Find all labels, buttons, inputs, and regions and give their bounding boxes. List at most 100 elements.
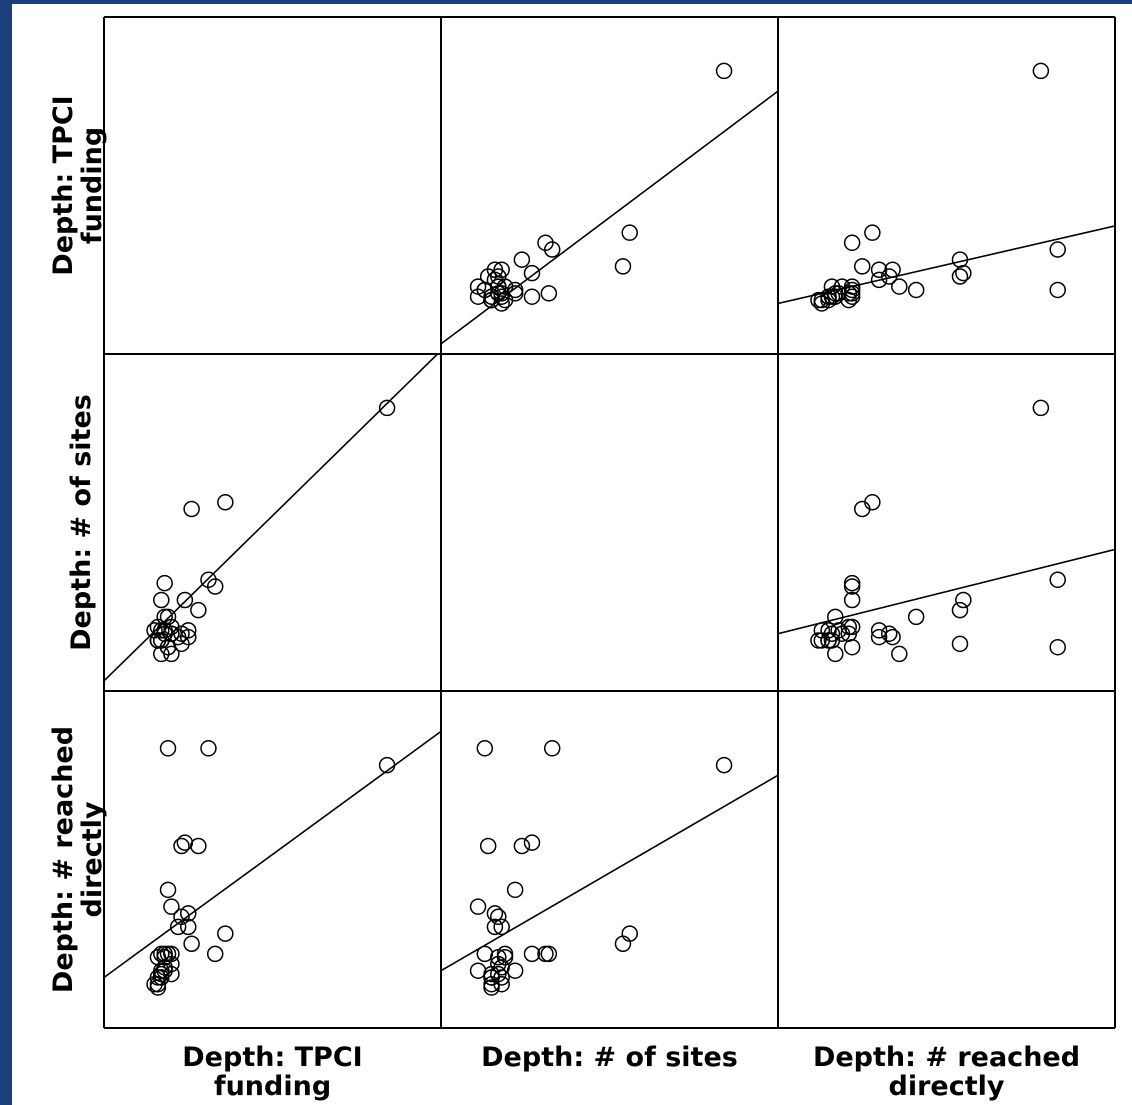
chart-frame: Depth: TPCI funding Depth: # of sites Depth… <box>12 4 1132 1105</box>
data-point <box>146 622 163 639</box>
data-point <box>891 278 908 295</box>
data-point <box>183 500 200 518</box>
data-point <box>149 632 167 649</box>
data-point <box>1049 638 1066 656</box>
data-point <box>827 645 844 663</box>
panel-reached-vs-tpci <box>104 730 441 996</box>
data-point <box>955 264 972 282</box>
data-point <box>955 591 972 609</box>
data-point <box>820 291 837 309</box>
data-point <box>843 618 861 636</box>
label-line: Depth: TPCI <box>182 1042 362 1073</box>
data-point <box>483 291 500 309</box>
data-point <box>843 638 861 656</box>
data-point <box>543 740 561 757</box>
data-point <box>493 261 510 278</box>
data-point <box>951 635 969 653</box>
data-point <box>217 494 234 511</box>
data-point <box>1032 62 1050 80</box>
data-point <box>715 62 733 80</box>
panel-content <box>778 62 1115 312</box>
panel-tpci-vs-reached <box>778 62 1115 312</box>
data-point <box>163 618 180 636</box>
data-point <box>149 618 167 636</box>
panel-sites-vs-reached <box>778 399 1115 663</box>
data-point <box>169 918 187 936</box>
data-point <box>476 945 494 963</box>
data-point <box>490 278 507 295</box>
data-point <box>951 268 969 285</box>
label-line: Depth: TPCI <box>48 95 79 275</box>
data-point <box>614 935 632 952</box>
panel-sites-vs-tpci <box>104 354 439 682</box>
data-point <box>496 945 514 963</box>
panel-content <box>778 399 1115 663</box>
label-line: Depth: # of sites <box>66 394 97 651</box>
data-point <box>496 278 514 295</box>
column-label-tpci: Depth: TPCI funding <box>182 1042 362 1102</box>
data-point <box>870 261 888 278</box>
data-point <box>621 925 638 942</box>
row-label-tpci: Depth: TPCIfunding <box>48 95 108 275</box>
panel-tpci-vs-sites <box>441 62 778 345</box>
data-point <box>173 837 190 855</box>
data-point <box>506 881 524 899</box>
data-point <box>810 291 827 309</box>
data-point <box>163 898 180 915</box>
data-point <box>493 295 510 312</box>
data-point <box>159 881 177 899</box>
data-point <box>378 399 396 417</box>
panel-content <box>441 740 778 996</box>
data-point <box>843 234 861 252</box>
data-point <box>820 632 837 649</box>
data-point <box>884 628 901 646</box>
data-point <box>1032 399 1050 417</box>
data-point <box>907 281 925 299</box>
data-point <box>183 935 200 952</box>
label-line: directly <box>889 1071 1005 1102</box>
data-point <box>479 837 497 855</box>
data-point <box>1049 571 1066 589</box>
data-point <box>813 622 831 639</box>
data-point <box>864 494 881 511</box>
data-point <box>153 945 170 963</box>
label-line: funding <box>214 1071 331 1102</box>
data-point <box>180 918 197 936</box>
data-point <box>490 908 507 926</box>
data-point <box>843 278 861 295</box>
data-point <box>476 740 494 757</box>
data-point <box>513 837 531 855</box>
data-point <box>206 578 224 595</box>
data-point <box>496 291 514 309</box>
data-point <box>200 740 217 757</box>
fit-line <box>778 548 1115 635</box>
data-point <box>159 740 177 757</box>
data-point <box>810 632 827 649</box>
data-point <box>180 628 197 646</box>
data-point <box>854 258 871 275</box>
data-point <box>537 234 554 252</box>
data-point <box>621 224 638 241</box>
column-label-sites: Depth: # of sites <box>481 1042 738 1073</box>
panel-reached-vs-sites <box>441 740 778 996</box>
data-point <box>843 591 861 609</box>
data-point <box>493 975 510 993</box>
data-point <box>180 905 197 922</box>
data-point <box>190 837 207 855</box>
data-point <box>486 918 504 936</box>
data-point <box>206 945 224 963</box>
data-point <box>156 574 173 592</box>
label-line: Depth: # reached <box>813 1042 1080 1073</box>
data-point <box>854 500 871 518</box>
data-point <box>493 918 510 936</box>
data-point <box>715 756 733 774</box>
data-point <box>870 271 888 289</box>
data-point <box>483 979 500 996</box>
data-point <box>523 264 541 282</box>
data-point <box>217 925 234 942</box>
panel-content <box>104 730 441 996</box>
data-point <box>540 945 558 963</box>
fit-line <box>104 730 441 979</box>
data-point <box>880 625 898 642</box>
